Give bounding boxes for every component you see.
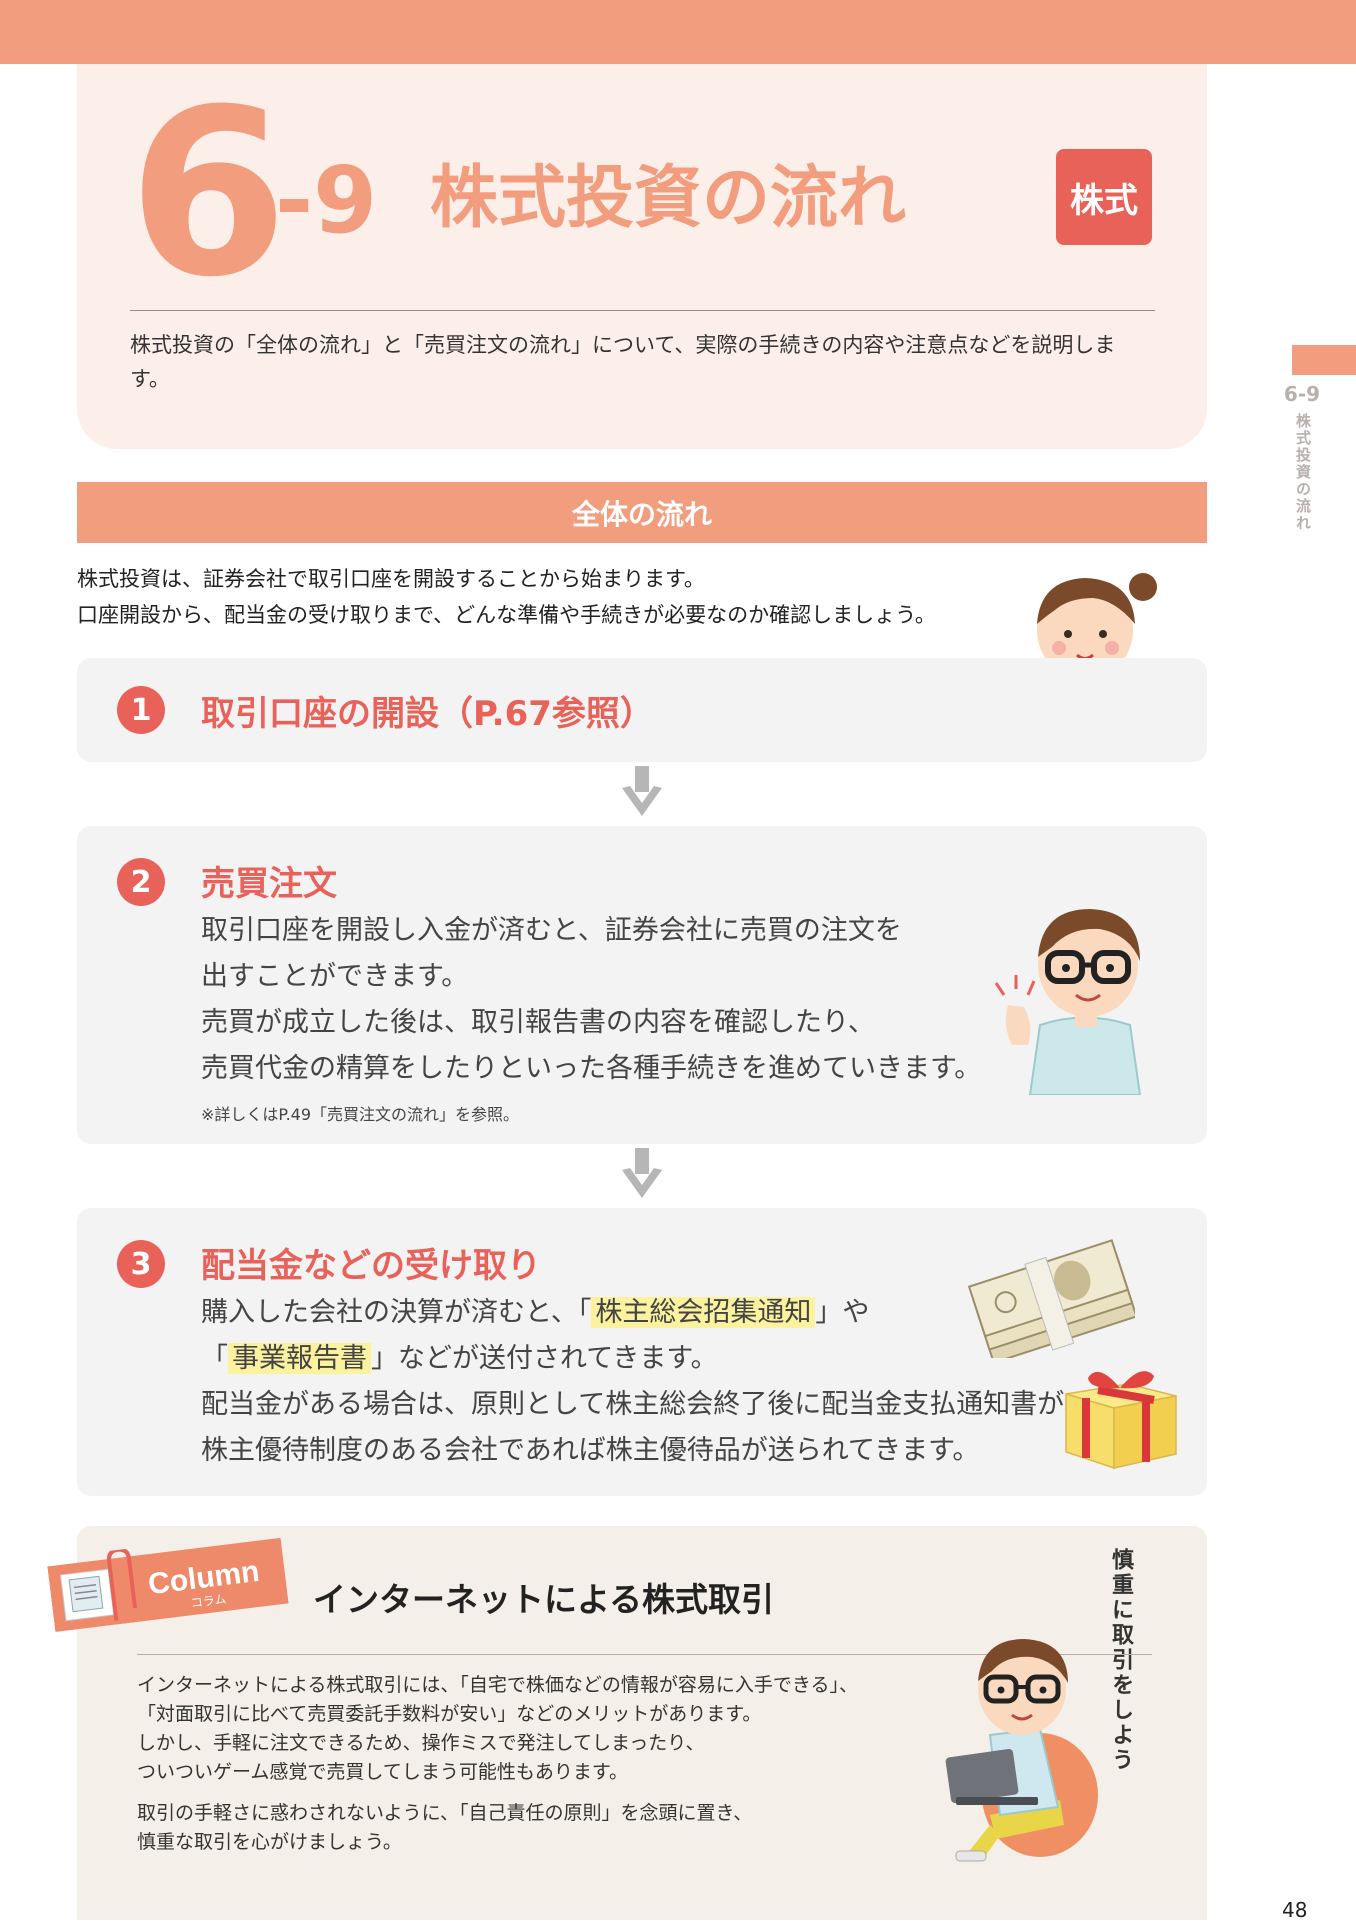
side-index-label: 株式投資の流れ	[1294, 413, 1312, 532]
step-body-line: 配当金がある場合は、原則として株主総会終了後に配当金支払通知書が、	[201, 1389, 1091, 1420]
column-paragraph: 取引の手軽さに惑わされないように、「自己責任の原則」を念頭に置き、 慎重な取引を…	[137, 1802, 753, 1853]
flow-intro: 株式投資は、証券会社で取引口座を開設することから始まります。 口座開設から、配当…	[77, 561, 977, 633]
page-title: 株式投資の流れ	[430, 159, 907, 238]
column-title: インターネットによる株式取引	[313, 1580, 775, 1619]
flow-intro-line: 口座開設から、配当金の受け取りまで、どんな準備や手続きが必要なのか確認しましょう…	[77, 603, 936, 627]
step-number-badge: 1	[117, 686, 165, 734]
step-title: 取引口座の開設（P.67参照）	[201, 694, 654, 734]
highlight-notice: 株主総会招集通知	[591, 1297, 816, 1328]
step-note: ※詳しくはP.49「売買注文の流れ」を参照。	[201, 1105, 520, 1124]
banknotes-illustration	[967, 1239, 1135, 1358]
page-number: 48	[1282, 1898, 1308, 1922]
step-body-line: 取引口座を開設し入金が済むと、証券会社に売買の注文を	[201, 915, 902, 946]
column-vertical-note: 慎重に取引をしよう	[1108, 1548, 1133, 1773]
step-body-line: 「事業報告書 」などが送付されてきます。	[201, 1343, 718, 1374]
step-body: 購入した会社の決算が済むと、「 株主総会招集通知 」や 「事業報告書 」などが送付され…	[201, 1290, 1091, 1474]
flow-step-1: 1 取引口座の開設（P.67参照）	[77, 658, 1207, 762]
step-body-line: 株主優待制度のある会社であれば株主優待品が送られてきます。	[201, 1435, 980, 1466]
step-number-badge: 2	[117, 858, 165, 906]
step-title: 配当金などの受け取り	[201, 1246, 541, 1286]
column-divider	[137, 1654, 1152, 1655]
section-number: -9	[275, 147, 378, 254]
man-pointing-illustration	[994, 909, 1142, 1095]
step-body-line: 購入した会社の決算が済むと、「 株主総会招集通知 」や	[201, 1297, 870, 1328]
side-index-number: 6-9	[1283, 382, 1321, 406]
step-body-line: 売買が成立した後は、取引報告書の内容を確認したり、	[201, 1007, 875, 1038]
flow-arrow-icon	[622, 1148, 662, 1198]
flow-heading: 全体の流れ	[77, 482, 1207, 543]
step-number-badge: 3	[117, 1240, 165, 1288]
flow-arrow-icon	[622, 766, 662, 816]
side-index-tab	[1292, 345, 1356, 375]
step-body-line: 売買代金の精算をしたりといった各種手続きを進めていきます。	[201, 1053, 982, 1084]
category-badge: 株式	[1056, 149, 1152, 245]
man-laptop-illustration	[945, 1639, 1098, 1862]
title-card	[77, 64, 1207, 449]
top-bar	[0, 0, 1356, 64]
column-paragraph: インターネットによる株式取引には、「自宅で株価などの情報が容易に入手できる」、 …	[137, 1674, 859, 1783]
gift-box-illustration	[1065, 1371, 1177, 1470]
column-tag-sublabel: コラム	[190, 1592, 227, 1610]
step-title: 売買注文	[201, 864, 337, 904]
chapter-number: 6	[128, 61, 289, 328]
title-divider	[130, 310, 1155, 311]
column-tag: Column コラム	[47, 1537, 289, 1633]
step-body-line: 出すことができます。	[201, 961, 469, 992]
flow-intro-line: 株式投資は、証券会社で取引口座を開設することから始まります。	[77, 567, 705, 591]
section-intro: 株式投資の「全体の流れ」と「売買注文の流れ」について、実際の手続きの内容や注意点…	[130, 333, 1116, 391]
column-body: インターネットによる株式取引には、「自宅で株価などの情報が容易に入手できる」、 …	[137, 1671, 937, 1869]
step-body: 取引口座を開設し入金が済むと、証券会社に売買の注文を 出すことができます。 売買…	[201, 908, 981, 1092]
highlight-report: 事業報告書	[228, 1343, 371, 1374]
flow-step-2: 2 売買注文 取引口座を開設し入金が済むと、証券会社に売買の注文を 出すことがで…	[77, 826, 1207, 1144]
